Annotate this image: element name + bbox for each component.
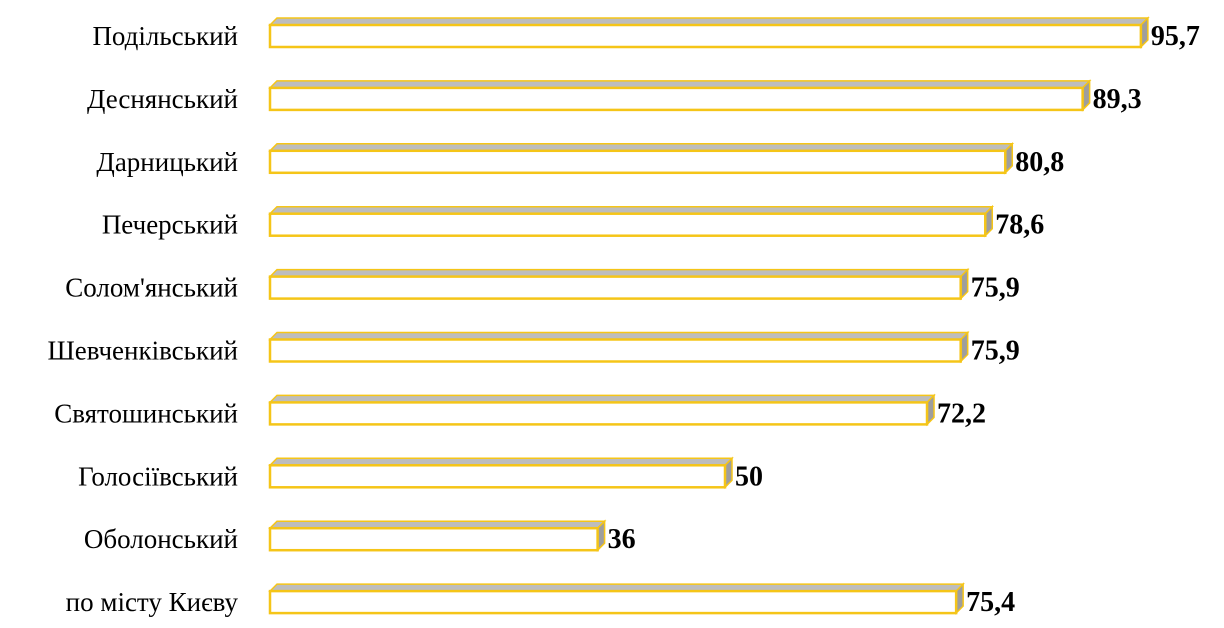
value-label: 89,3	[1093, 84, 1142, 115]
category-label: Голосіївський	[78, 461, 238, 491]
category-label: Оболонський	[84, 524, 238, 554]
category-label: Дарницький	[96, 147, 238, 177]
value-label: 50	[735, 461, 763, 492]
bar	[268, 86, 1084, 112]
category-label: по місту Києву	[66, 587, 239, 617]
value-label: 80,8	[1015, 147, 1064, 178]
bar	[268, 526, 599, 552]
category-label: Печерський	[102, 210, 238, 240]
bar	[268, 275, 962, 300]
category-label: Деснянський	[87, 84, 238, 114]
bar	[268, 589, 958, 615]
value-label: 75,9	[971, 273, 1020, 304]
value-label: 78,6	[995, 210, 1044, 241]
category-label: Солом'янський	[65, 273, 238, 303]
category-label: Подільський	[92, 21, 238, 51]
bar	[268, 464, 727, 489]
value-label: 75,4	[966, 587, 1015, 618]
value-label: 72,2	[937, 398, 986, 429]
category-label: Святошинський	[54, 398, 238, 428]
bars-group: Подільський 95,7 Деснянський 89,3 Дарницький…	[48, 16, 1200, 618]
value-label: 75,9	[971, 336, 1020, 367]
value-label: 36	[608, 524, 636, 555]
category-label: Шевченківський	[48, 336, 238, 366]
bar	[268, 401, 929, 426]
bar	[268, 212, 987, 237]
value-label: 95,7	[1151, 21, 1200, 52]
bar	[268, 338, 962, 363]
bar	[268, 149, 1007, 175]
bar	[268, 23, 1143, 49]
